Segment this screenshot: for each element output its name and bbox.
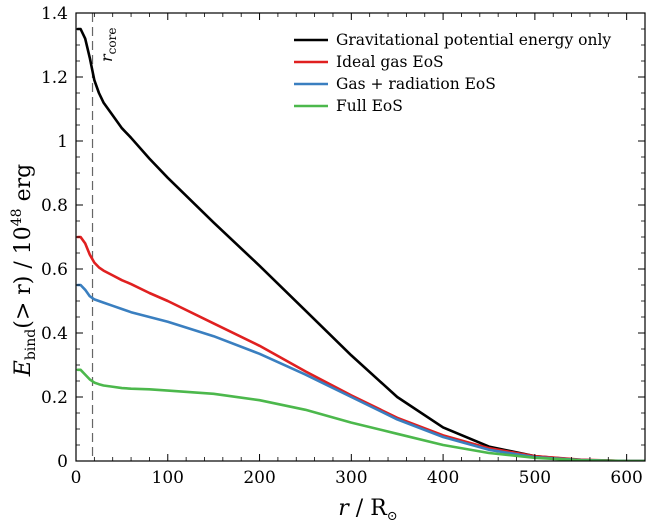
y-tick-label-5: 1 — [57, 132, 68, 152]
y-tick-label-0: 0 — [57, 452, 68, 472]
series-group — [76, 27, 645, 461]
x-tick-label-4: 400 — [427, 468, 459, 488]
x-tick-label-3: 300 — [335, 468, 367, 488]
x-tick-label-1: 100 — [152, 468, 184, 488]
legend-label-0: Gravitational potential energy only — [336, 31, 611, 49]
series-line-1 — [76, 235, 645, 461]
series-line-2 — [76, 283, 645, 461]
legend-label-1: Ideal gas EoS — [336, 53, 444, 71]
y-tick-label-4: 0.8 — [41, 196, 68, 216]
series-line-3 — [76, 368, 645, 461]
x-tick-label-5: 500 — [519, 468, 551, 488]
r-core-annotation: rcore — [97, 28, 119, 62]
y-tick-label-1: 0.2 — [41, 388, 68, 408]
y-tick-label-7: 1.4 — [41, 4, 68, 24]
x-tick-label-2: 200 — [243, 468, 275, 488]
y-tick-label-6: 1.2 — [41, 68, 68, 88]
legend-label-2: Gas + radiation EoS — [336, 75, 496, 93]
y-tick-label-3: 0.6 — [41, 260, 68, 280]
series-line-0 — [76, 27, 645, 461]
plot-layer: 0 100 200 300 400 500 600 0 0.2 0.4 0.6 0.8 1 1.2 1.4 — [41, 4, 646, 488]
legend: Gravitational potential energy only Ideal… — [294, 31, 611, 115]
legend-label-3: Full EoS — [336, 97, 403, 115]
x-axis-label: r / R⊙ — [338, 496, 397, 524]
y-tick-label-2: 0.4 — [41, 324, 68, 344]
x-tick-label-0: 0 — [71, 468, 82, 488]
x-tick-label-6: 600 — [610, 468, 642, 488]
y-axis-label: Ebind(> r) / 1048 erg — [9, 164, 39, 377]
